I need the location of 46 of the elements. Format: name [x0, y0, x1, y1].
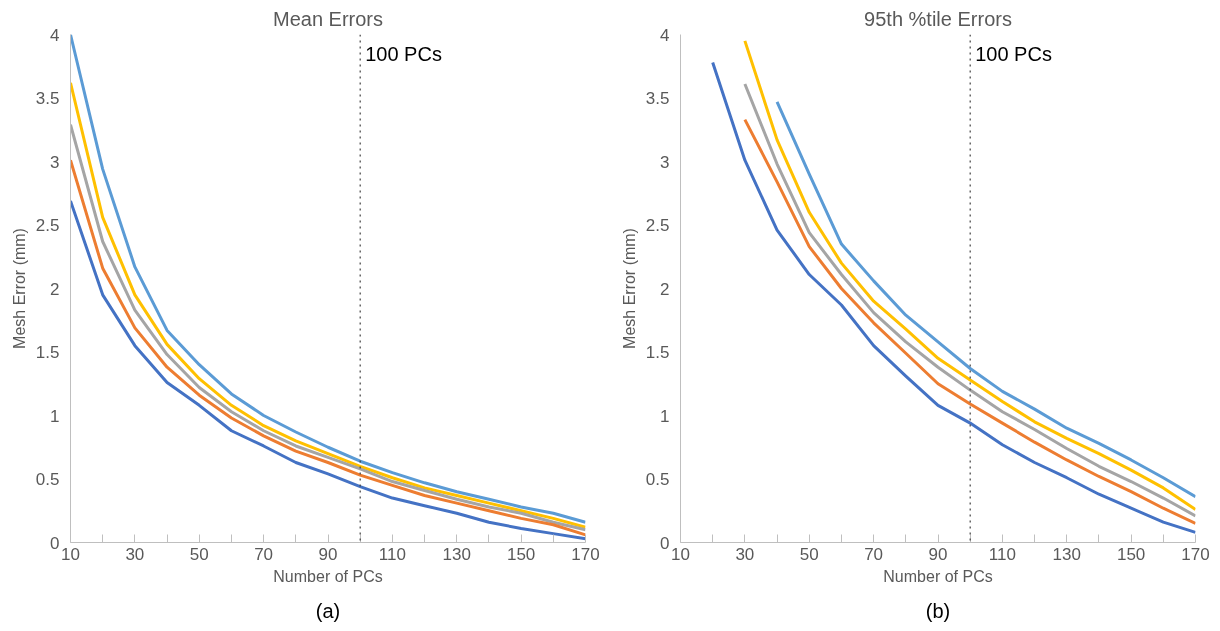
y-tick-label: 0.5 [35, 470, 60, 489]
x-tick-label: 150 [506, 544, 536, 564]
x-tick-label: 130 [1052, 544, 1081, 564]
y-tick-label: 2 [50, 279, 60, 299]
y-tick-label: 3.5 [645, 89, 670, 108]
x-tick-label: 110 [378, 544, 406, 564]
text: (b) [925, 599, 951, 622]
ref-line-label: 100 PCs [975, 42, 1052, 65]
text: (a) [315, 599, 341, 622]
x-tick-label: 170 [1181, 544, 1210, 564]
y-tick-label: 4 [660, 25, 670, 45]
y-tick-label: 0 [50, 533, 60, 553]
x-tick-label: 150 [1116, 544, 1146, 564]
x-tick-label: 50 [189, 544, 209, 564]
x-tick-label: 30 [735, 544, 755, 564]
x-axis-title: Number of PCs [883, 567, 993, 585]
x-tick-label: 70 [864, 544, 884, 564]
ref-line-label: 100 PCs [365, 42, 442, 65]
y-tick-label: 1 [50, 406, 60, 426]
chart-title: 95th %tile Errors [864, 7, 1012, 30]
x-tick-label: 90 [318, 544, 338, 564]
y-tick-label: 3 [660, 152, 670, 172]
x-tick-label: 110 [988, 544, 1016, 564]
x-tick-label: 10 [61, 544, 80, 564]
x-axis-title: Number of PCs [273, 567, 383, 585]
chart-title: Mean Errors [272, 7, 384, 30]
y-tick-label: 4 [50, 25, 60, 45]
y-tick-label: 3.5 [35, 89, 60, 108]
y-tick-label: 1 [660, 406, 670, 426]
y-tick-label: 2 [660, 279, 670, 299]
x-tick-label: 30 [125, 544, 145, 564]
y-tick-label: 0.5 [645, 470, 670, 489]
y-tick-label: 3 [50, 152, 60, 172]
x-tick-label: 50 [799, 544, 819, 564]
x-tick-label: 130 [442, 544, 471, 564]
y-tick-label: 2.5 [35, 216, 60, 235]
y-tick-label: 1.5 [645, 343, 670, 362]
y-tick-label: 1.5 [35, 343, 60, 362]
y-axis-title: Mesh Error (mm) [620, 228, 638, 349]
x-tick-label: 90 [928, 544, 948, 564]
y-axis-title: Mesh Error (mm) [10, 228, 28, 349]
x-tick-label: 70 [254, 544, 274, 564]
y-tick-label: 0 [660, 533, 670, 553]
x-tick-label: 10 [671, 544, 690, 564]
y-tick-label: 2.5 [645, 216, 670, 235]
x-tick-label: 170 [571, 544, 600, 564]
